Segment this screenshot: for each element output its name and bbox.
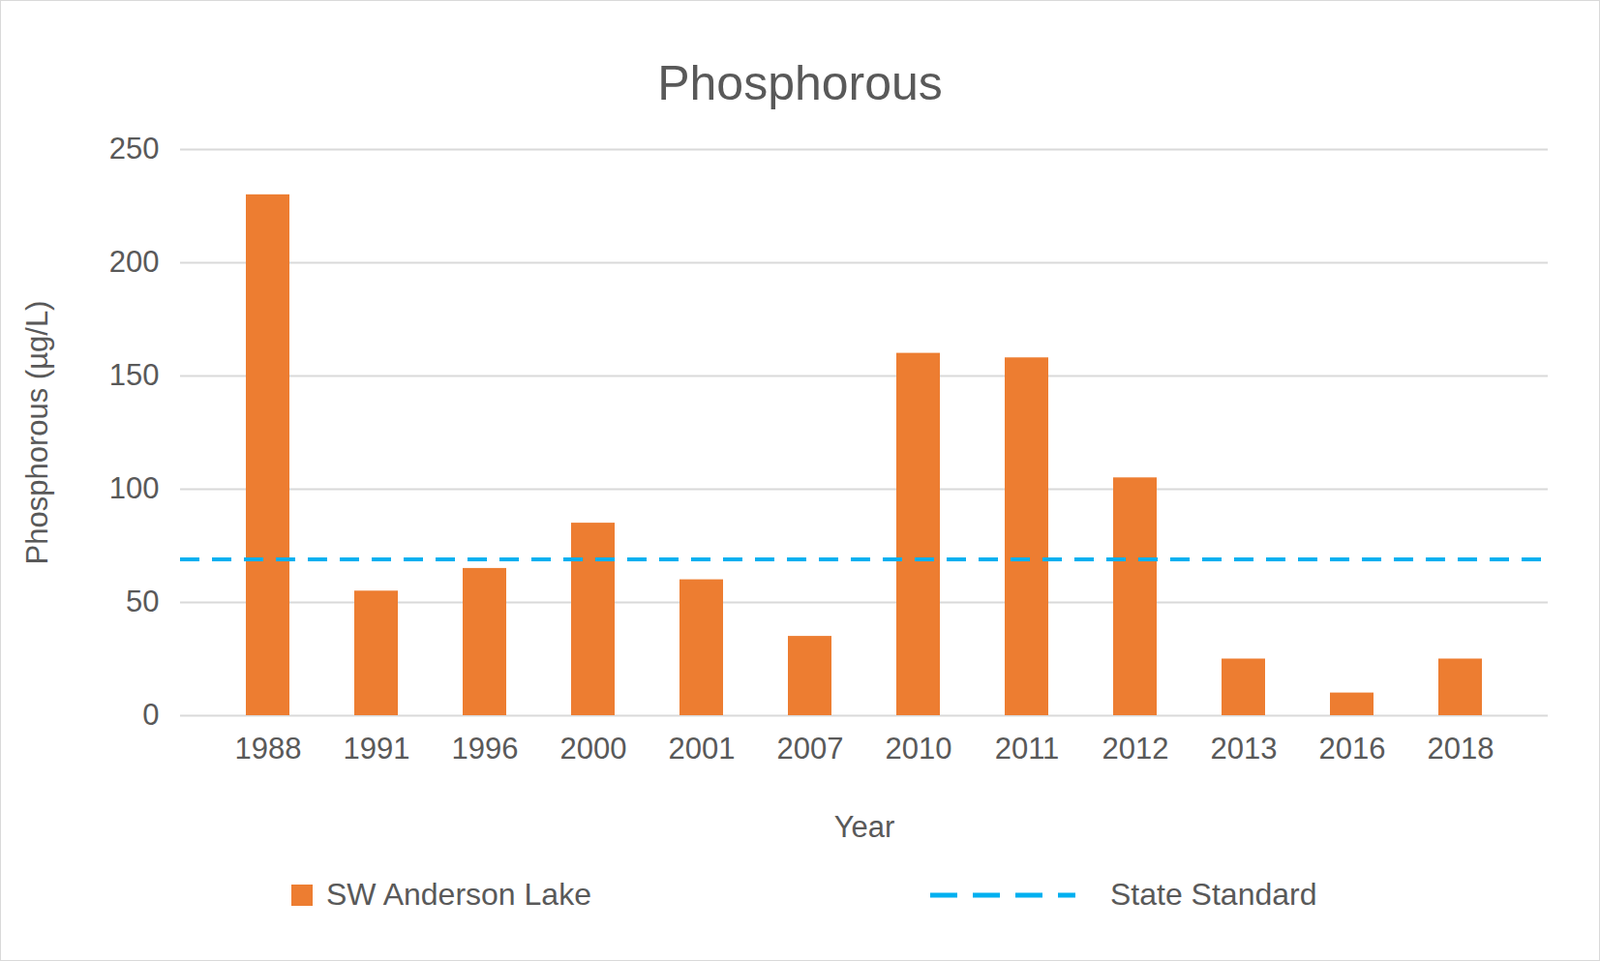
- svg-text:Year: Year: [834, 810, 896, 845]
- svg-text:1991: 1991: [343, 731, 411, 766]
- html-text:SW Anderson Lake: SW Anderson Lake: [326, 876, 592, 912]
- svg-text:1988: 1988: [235, 731, 302, 766]
- svg-text:2001: 2001: [668, 731, 736, 766]
- svg-text:50: 50: [125, 584, 159, 619]
- svg-text:150: 150: [109, 358, 160, 393]
- svg-text:1996: 1996: [452, 731, 519, 766]
- svg-text:2007: 2007: [777, 731, 845, 766]
- svg-text:250: 250: [109, 131, 160, 166]
- svg-text:2016: 2016: [1319, 731, 1387, 766]
- svg-text:Phosphorous (µg/L): Phosphorous (µg/L): [20, 301, 55, 566]
- svg-text:2018: 2018: [1427, 731, 1495, 766]
- html-text:Phosphorous: Phosphorous: [657, 56, 943, 111]
- svg-text:2012: 2012: [1102, 731, 1170, 766]
- svg-text:2000: 2000: [560, 731, 628, 766]
- svg-text:0: 0: [142, 697, 159, 732]
- svg-text:100: 100: [109, 471, 160, 506]
- svg-text:2011: 2011: [995, 731, 1060, 766]
- svg-text:2013: 2013: [1210, 731, 1278, 766]
- svg-text:200: 200: [109, 244, 160, 279]
- html-text:State Standard: State Standard: [1110, 876, 1317, 912]
- svg-text:2010: 2010: [885, 731, 953, 766]
